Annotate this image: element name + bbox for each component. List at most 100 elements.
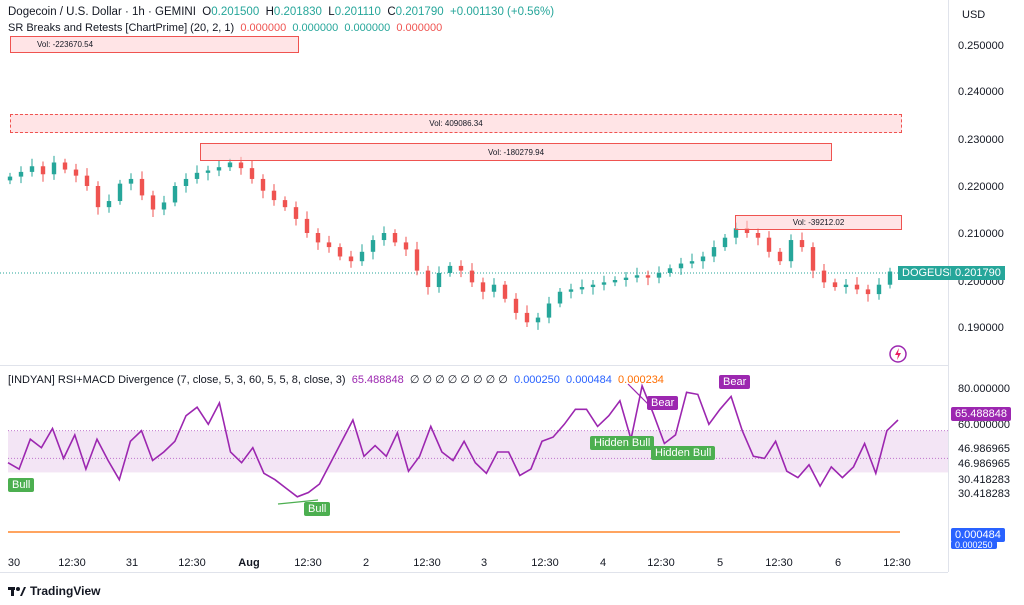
- time-tick: 12:30: [413, 557, 441, 569]
- bear-badge: Bear: [719, 375, 751, 389]
- rsi-chart[interactable]: [0, 366, 948, 571]
- candle-body: [700, 256, 706, 262]
- currency-label[interactable]: USD: [962, 9, 986, 21]
- candle-body: [579, 287, 585, 290]
- time-tick: 3: [480, 557, 488, 569]
- symbol-tag: DOGEUSD: [898, 266, 962, 280]
- candle-body: [359, 251, 365, 262]
- price-axis-divider: [948, 0, 949, 572]
- macd-value: 0.000484: [566, 374, 612, 386]
- sr-indicator-name: SR Breaks and Retests [ChartPrime] (20, …: [8, 22, 235, 34]
- candle-body: [260, 178, 266, 191]
- candle-body: [282, 200, 288, 208]
- time-tick: 6: [834, 557, 842, 569]
- candle-body: [491, 284, 497, 292]
- time-tick: Aug: [238, 557, 260, 569]
- candle-body: [843, 284, 849, 288]
- candle-body: [744, 228, 750, 233]
- candle-body: [425, 270, 431, 288]
- sr-indicator-legend[interactable]: SR Breaks and Retests [ChartPrime] (20, …: [8, 22, 442, 34]
- bear-badge: Bear: [647, 396, 679, 410]
- close-value: 0.201790: [395, 6, 444, 18]
- candle-body: [95, 186, 101, 208]
- candle-body: [656, 272, 662, 278]
- bull-badge: Bull: [304, 502, 331, 516]
- price-tick: 0.230000: [958, 134, 1004, 146]
- pane-divider[interactable]: [0, 365, 948, 366]
- candle-body: [788, 240, 794, 262]
- vol-box-label: Vol: -180279.94: [487, 147, 545, 157]
- macd-value: 0.000250: [514, 374, 560, 386]
- price-tick: 0.190000: [958, 322, 1004, 334]
- rsi-tick: 46.986965: [958, 458, 1010, 470]
- candle-body: [678, 263, 684, 269]
- candle-body: [832, 282, 838, 288]
- rsi-tick: 46.986965: [958, 443, 1010, 455]
- tradingview-icon: [8, 587, 26, 596]
- candle-body: [513, 298, 519, 313]
- signal-value: 0.000234: [618, 374, 664, 386]
- rsi-tick: 60.000000: [958, 419, 1010, 431]
- candle-body: [117, 183, 123, 202]
- rsi-tick: 80.000000: [958, 383, 1010, 395]
- time-tick: 2: [362, 557, 370, 569]
- candle-body: [227, 162, 233, 168]
- candle-body: [271, 190, 277, 201]
- time-tick: 12:30: [58, 557, 86, 569]
- candle-body: [249, 168, 255, 179]
- candle-body: [601, 282, 607, 285]
- price-chart[interactable]: [0, 0, 948, 365]
- candle-body: [733, 228, 739, 238]
- time-axis-divider: [0, 572, 948, 573]
- candle-body: [216, 167, 222, 171]
- candle-body: [568, 289, 574, 292]
- candle-body: [777, 251, 783, 262]
- time-tick: 12:30: [294, 557, 322, 569]
- low-value: 0.201110: [334, 6, 381, 18]
- vol-box-label: Vol: -223670.54: [37, 40, 94, 49]
- high-value: 0.201830: [273, 6, 322, 18]
- candle-body: [73, 169, 79, 176]
- bull-divergence-line: [277, 499, 319, 505]
- candle-body: [645, 275, 651, 278]
- candle-body: [183, 178, 189, 186]
- symbol-title[interactable]: Dogecoin / U.S. Dollar · 1h · GEMINI: [8, 6, 196, 18]
- price-tick: 0.240000: [958, 86, 1004, 98]
- candle-body: [810, 247, 816, 271]
- time-tick: 12:30: [647, 557, 675, 569]
- sr-volume-box: Vol: -180279.94: [200, 143, 832, 161]
- time-tick: 4: [599, 557, 607, 569]
- candle-body: [722, 237, 728, 248]
- candle-body: [612, 280, 618, 283]
- sr-value: 0.000000: [240, 22, 287, 34]
- price-tick: 0.250000: [958, 40, 1004, 52]
- candle-body: [524, 312, 530, 323]
- candle-body: [29, 166, 35, 172]
- candle-body: [414, 249, 420, 271]
- candle-body: [238, 162, 244, 169]
- candle-body: [469, 270, 475, 283]
- time-tick: 31: [125, 557, 139, 569]
- price-tick: 0.210000: [958, 228, 1004, 240]
- candle-body: [128, 178, 134, 184]
- sr-value: 0.000000: [344, 22, 391, 34]
- high-label: H: [265, 6, 274, 18]
- candle-body: [766, 237, 772, 252]
- time-tick: 5: [716, 557, 724, 569]
- bull-badge: Bull: [8, 478, 35, 492]
- candle-body: [150, 195, 156, 210]
- candle-body: [865, 289, 871, 295]
- candle-body: [348, 256, 354, 262]
- brand-name: TradingView: [30, 584, 101, 598]
- candle-body: [304, 218, 310, 233]
- candle-body: [458, 265, 464, 271]
- rsi-indicator-legend[interactable]: [INDYAN] RSI+MACD Divergence (7, close, …: [8, 373, 664, 386]
- candle-body: [876, 284, 882, 295]
- candle-body: [667, 268, 673, 273]
- open-label: O: [202, 6, 212, 18]
- candle-body: [315, 233, 321, 243]
- rsi-current-tag: 65.488848: [951, 407, 1011, 421]
- tradingview-logo[interactable]: TradingView: [8, 584, 100, 598]
- candle-body: [623, 277, 629, 280]
- lightning-icon[interactable]: [888, 344, 908, 364]
